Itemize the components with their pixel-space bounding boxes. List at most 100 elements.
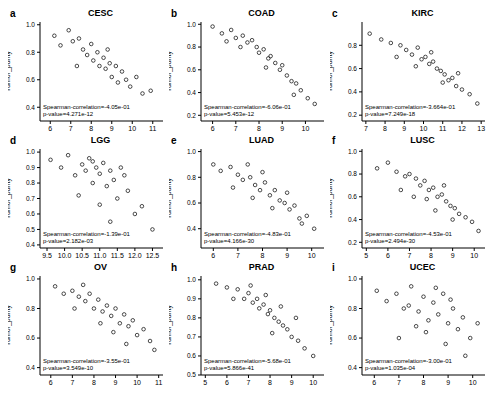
svg-text:9: 9 [446, 379, 450, 386]
svg-text:12: 12 [458, 125, 466, 132]
svg-text:10: 10 [420, 125, 428, 132]
svg-text:8: 8 [257, 125, 261, 132]
svg-text:0.6: 0.6 [348, 334, 357, 341]
svg-text:0.5: 0.5 [26, 226, 35, 233]
svg-text:11: 11 [149, 125, 156, 132]
svg-text:10: 10 [469, 379, 477, 386]
svg-text:1.0: 1.0 [26, 275, 35, 282]
svg-text:Tumor_purity: Tumor_purity [330, 178, 334, 219]
svg-text:9: 9 [451, 252, 455, 259]
svg-text:Tumor_purity: Tumor_purity [8, 51, 12, 92]
svg-text:0.6: 0.6 [187, 66, 196, 73]
svg-text:0.8: 0.8 [26, 179, 35, 186]
svg-text:0.6: 0.6 [348, 65, 357, 72]
svg-text:0.6: 0.6 [26, 210, 35, 217]
svg-text:0.4: 0.4 [348, 88, 357, 95]
svg-text:5: 5 [203, 379, 207, 386]
svg-text:8: 8 [429, 252, 433, 259]
svg-text:7: 7 [397, 379, 401, 386]
svg-text:11: 11 [155, 379, 162, 386]
svg-text:6: 6 [372, 379, 376, 386]
svg-text:0.4: 0.4 [26, 104, 35, 111]
svg-text:0.8: 0.8 [26, 305, 35, 312]
svg-text:8: 8 [422, 379, 426, 386]
svg-text:0.6: 0.6 [187, 199, 196, 206]
svg-text:8: 8 [268, 379, 272, 386]
svg-text:10.0: 10.0 [58, 252, 72, 259]
svg-text:0.4: 0.4 [26, 241, 35, 248]
svg-text:0.8: 0.8 [348, 170, 357, 177]
svg-text:0.4: 0.4 [26, 364, 35, 371]
svg-text:1.0: 1.0 [26, 21, 35, 28]
svg-text:11.5: 11.5 [111, 252, 124, 259]
svg-text:0.4: 0.4 [348, 364, 357, 371]
svg-text:0.9: 0.9 [187, 295, 196, 302]
svg-text:0.4: 0.4 [348, 216, 357, 223]
svg-text:9: 9 [285, 252, 289, 259]
svg-text:13: 13 [477, 125, 485, 132]
svg-text:0.4: 0.4 [187, 89, 196, 96]
svg-text:11: 11 [439, 125, 446, 132]
svg-text:0.8: 0.8 [187, 174, 196, 181]
svg-text:7: 7 [364, 125, 368, 132]
svg-text:9: 9 [110, 125, 114, 132]
svg-text:0.8: 0.8 [187, 314, 196, 321]
svg-text:7: 7 [69, 125, 73, 132]
svg-text:8: 8 [261, 252, 265, 259]
svg-text:12.5: 12.5 [146, 252, 160, 259]
svg-text:0.8: 0.8 [187, 43, 196, 50]
svg-text:1.0: 1.0 [187, 276, 196, 283]
svg-text:0.8: 0.8 [26, 49, 35, 56]
svg-text:0.7: 0.7 [26, 195, 35, 202]
svg-text:9.5: 9.5 [42, 252, 52, 259]
svg-text:1.0: 1.0 [26, 148, 35, 155]
svg-text:10: 10 [470, 252, 478, 259]
svg-text:11.0: 11.0 [93, 252, 106, 259]
svg-text:0.6: 0.6 [26, 334, 35, 341]
svg-text:Tumor_purity: Tumor_purity [330, 51, 334, 92]
svg-text:12.0: 12.0 [128, 252, 142, 259]
svg-text:0.6: 0.6 [26, 76, 35, 83]
svg-text:10.5: 10.5 [75, 252, 89, 259]
svg-text:9: 9 [114, 379, 118, 386]
svg-text:7: 7 [247, 379, 251, 386]
svg-text:Tumor_purity: Tumor_purity [169, 51, 173, 92]
svg-text:10: 10 [309, 379, 317, 386]
svg-text:9: 9 [290, 379, 294, 386]
svg-text:1.0: 1.0 [348, 275, 357, 282]
svg-text:0.2: 0.2 [348, 239, 357, 246]
svg-text:8: 8 [383, 125, 387, 132]
svg-text:0.4: 0.4 [187, 225, 196, 232]
svg-text:10: 10 [133, 379, 141, 386]
svg-text:Tumor_purity: Tumor_purity [8, 305, 12, 346]
svg-text:9: 9 [402, 125, 406, 132]
svg-text:7: 7 [236, 252, 240, 259]
svg-text:5: 5 [364, 252, 368, 259]
svg-text:6: 6 [225, 379, 229, 386]
svg-text:1.0: 1.0 [348, 148, 357, 155]
svg-text:7: 7 [70, 379, 74, 386]
svg-text:0.2: 0.2 [348, 111, 357, 118]
svg-text:Tumor_purity: Tumor_purity [330, 305, 334, 346]
svg-text:10: 10 [302, 125, 310, 132]
svg-text:10: 10 [308, 252, 316, 259]
svg-text:Tumor_purity: Tumor_purity [169, 305, 173, 346]
svg-text:6: 6 [211, 125, 215, 132]
svg-text:1.0: 1.0 [187, 148, 196, 155]
svg-text:6: 6 [386, 252, 390, 259]
svg-text:9: 9 [280, 125, 284, 132]
svg-text:6: 6 [48, 125, 52, 132]
svg-text:0.5: 0.5 [187, 371, 196, 378]
svg-text:Tumor_purity: Tumor_purity [169, 178, 173, 219]
svg-text:0.8: 0.8 [348, 305, 357, 312]
svg-text:7: 7 [408, 252, 412, 259]
svg-text:7: 7 [234, 125, 238, 132]
svg-text:Tumor_purity: Tumor_purity [8, 178, 12, 219]
svg-text:0.9: 0.9 [26, 164, 35, 171]
svg-text:0.6: 0.6 [348, 193, 357, 200]
svg-text:0.8: 0.8 [348, 42, 357, 49]
svg-text:8: 8 [92, 379, 96, 386]
svg-text:10: 10 [128, 125, 136, 132]
svg-text:0.7: 0.7 [187, 333, 196, 340]
svg-text:0.2: 0.2 [187, 112, 196, 119]
